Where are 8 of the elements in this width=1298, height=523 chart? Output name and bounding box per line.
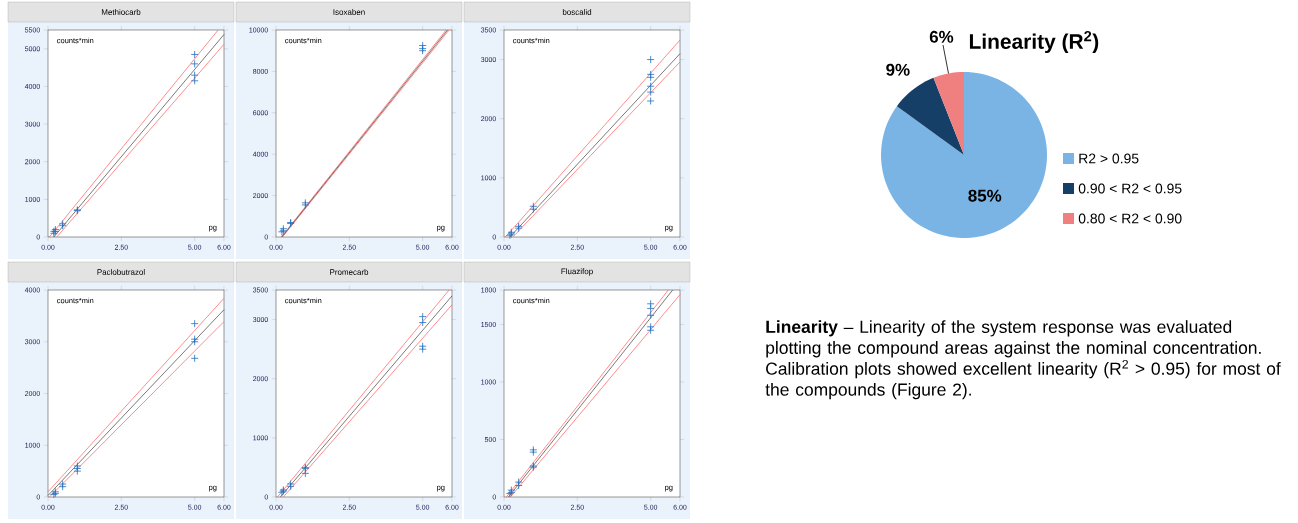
data-label: 85% xyxy=(968,189,1002,202)
chart-title: Linearity (R$^{2}$) xyxy=(969,30,1099,54)
data-label: 9% xyxy=(886,63,910,76)
text: Linearity – Linearity of the system response was evaluated plotting the compound areas against the nominal concentration. Calibration plots showed excellent linearity (R$^{2}$ > 0.95) for most of the compounds (Figure 2). xyxy=(765,320,1281,400)
data-label: 6% xyxy=(929,30,954,43)
legend-label: 0.80 < R2 < 0.90 xyxy=(1078,213,1182,224)
legend-label: R2 > 0.95 xyxy=(1079,153,1139,164)
legend-label: 0.90 < R2 < 0.95 xyxy=(1078,183,1182,194)
